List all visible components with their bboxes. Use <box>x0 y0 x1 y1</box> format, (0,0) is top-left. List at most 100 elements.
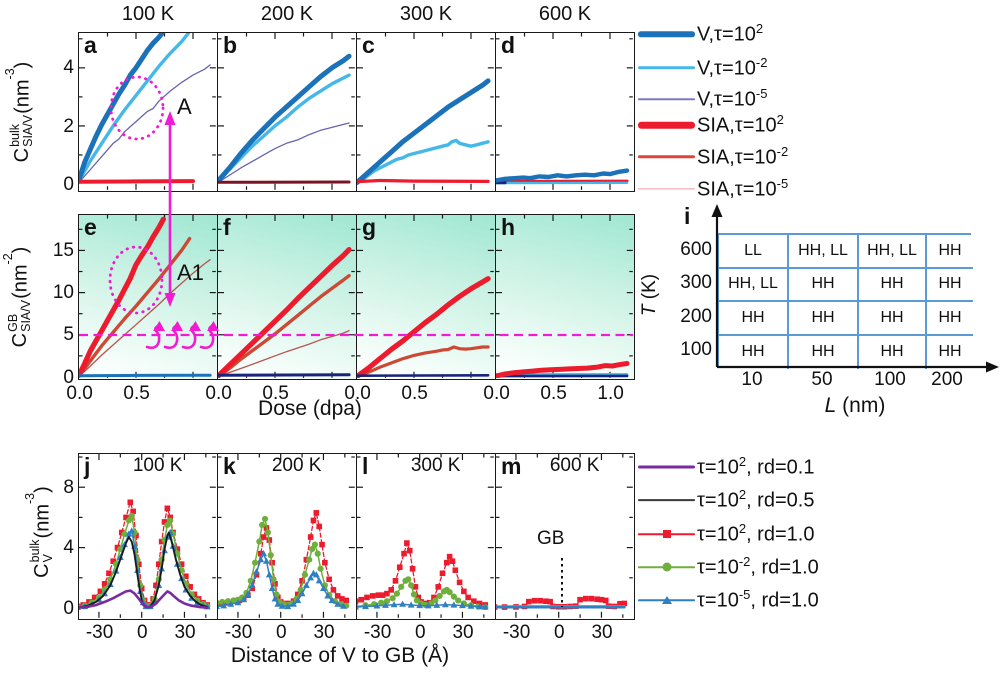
table-row-label: 600 <box>680 239 712 260</box>
series-line <box>79 236 192 378</box>
circle-marker-icon <box>410 591 418 598</box>
grid-cell: HH <box>859 302 927 336</box>
triangle-marker-icon <box>302 581 310 588</box>
panel-b: b <box>217 32 357 192</box>
table-row-label: 200 <box>680 306 712 327</box>
square-marker-icon <box>260 534 267 540</box>
triangle-marker-icon <box>320 584 327 591</box>
temperature-axis-label: T (K) <box>639 273 660 317</box>
triangle-marker-icon <box>290 600 297 607</box>
circle-marker-icon <box>164 521 171 529</box>
square-marker-icon <box>435 584 442 590</box>
series-line <box>496 168 630 183</box>
legend-line <box>638 465 695 469</box>
dose-axis-label: Dose (dpa) <box>258 397 362 420</box>
triangle-marker-icon <box>248 581 256 588</box>
triangle-marker-icon <box>334 600 342 607</box>
panel-letter-a: a <box>84 32 97 58</box>
square-marker-icon <box>531 597 538 604</box>
triangle-marker-icon <box>441 601 449 608</box>
triangle-marker-icon <box>433 601 441 608</box>
circle-marker-icon <box>389 595 396 602</box>
square-marker-icon <box>617 600 623 607</box>
series-line <box>218 373 351 377</box>
square-marker-icon <box>547 598 553 605</box>
legend-item: SIA,τ=102 <box>638 112 784 137</box>
table-col-label: 100 <box>874 369 906 390</box>
square-marker-icon <box>598 596 605 603</box>
panel-title-m: 600 K <box>549 455 600 476</box>
triangle-marker-icon <box>339 602 347 609</box>
square-marker-icon <box>339 596 345 602</box>
right-arrow-icon <box>986 361 999 373</box>
circle-marker-icon <box>128 512 135 519</box>
square-marker-icon <box>369 593 376 599</box>
series-line <box>218 246 352 378</box>
chart-h <box>496 215 633 378</box>
triangle-marker-icon <box>253 568 260 575</box>
panel-k: k 200 K <box>217 453 357 620</box>
y-axis-label-gb-siav: C GB SIA/V (nm-2) <box>0 246 33 348</box>
grid-cell: HH, LL <box>789 235 859 269</box>
triangle-marker-icon <box>424 602 432 609</box>
x-tick-label: 0.5 <box>262 383 289 404</box>
panel-letter-k: k <box>223 453 236 479</box>
grid-cell: HH <box>719 302 789 336</box>
x-tick-label: -30 <box>85 622 114 643</box>
square-marker-icon <box>123 514 129 521</box>
table-col-label: 10 <box>741 369 763 390</box>
legend-line <box>638 499 695 501</box>
y-tick-label: 15 <box>52 240 74 262</box>
triangle-marker-icon <box>416 601 424 609</box>
panel-letter-h: h <box>501 214 516 240</box>
square-marker-icon <box>164 505 171 512</box>
triangle-marker-icon <box>271 595 279 602</box>
grid-cell: HH <box>927 235 973 269</box>
length-axis-label: L (nm) <box>824 394 886 417</box>
triangle-marker-icon <box>294 596 302 604</box>
square-marker-icon <box>602 597 609 604</box>
square-marker-icon <box>155 561 162 568</box>
panel-f: f <box>217 214 357 380</box>
square-marker-icon <box>537 597 543 604</box>
series-line <box>496 360 630 378</box>
grid-cell: LL <box>719 235 789 269</box>
triangle-marker-icon <box>312 571 320 578</box>
x-tick-label: 1.0 <box>597 383 624 404</box>
square-marker-icon <box>343 597 350 604</box>
triangle-marker-icon <box>362 602 369 610</box>
square-marker-icon <box>257 550 264 557</box>
square-marker-icon <box>106 570 112 577</box>
square-marker-icon <box>174 546 181 552</box>
grid-cell: HH <box>927 268 973 302</box>
triangle-marker-icon <box>263 557 270 564</box>
circle-marker-icon <box>393 590 400 597</box>
panel-j: j 100 K <box>78 453 218 620</box>
square-marker-icon <box>446 553 453 560</box>
x-tick-label: -30 <box>224 622 253 643</box>
square-marker-icon <box>412 584 419 590</box>
circle-marker-icon <box>270 576 277 583</box>
triangle-marker-icon <box>234 599 242 606</box>
square-marker-icon <box>153 582 159 589</box>
chart-k <box>218 454 355 618</box>
square-marker-icon <box>330 587 337 593</box>
series-line <box>357 603 487 608</box>
circle-marker-icon <box>261 515 269 523</box>
circle-marker-icon <box>224 598 232 605</box>
square-marker-icon <box>178 561 185 568</box>
square-marker-icon <box>357 598 359 604</box>
legend-line <box>638 98 695 100</box>
triangle-marker-icon <box>260 550 267 557</box>
square-marker-icon <box>97 588 104 595</box>
triangle-marker-icon <box>298 590 306 597</box>
x-tick-label: 30 <box>452 622 474 643</box>
triangle-marker-icon <box>399 600 406 607</box>
grid-cell: HH <box>927 302 973 336</box>
triangle-marker-icon <box>328 596 336 604</box>
y-tick-label: 0 <box>63 597 74 619</box>
x-tick-label: 0.5 <box>401 383 428 404</box>
y-tick-label: 5 <box>63 324 74 346</box>
square-marker-icon <box>588 595 595 602</box>
circle-marker-icon <box>264 529 271 536</box>
